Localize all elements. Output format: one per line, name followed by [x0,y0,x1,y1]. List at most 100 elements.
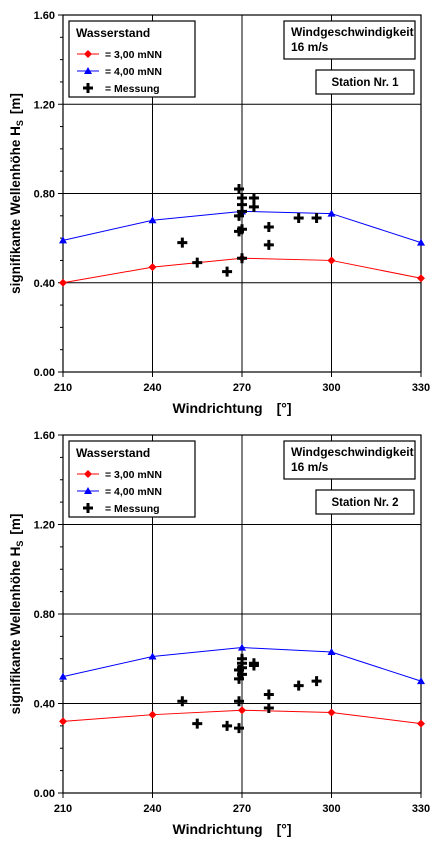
data-point [263,702,274,713]
data-point [327,209,336,217]
data-point [59,278,67,287]
x-tick-label: 300 [322,382,340,394]
wind-info-line: Windgeschwindigkeit [291,445,414,459]
data-point [222,266,233,277]
y-tick-label: 0.80 [34,189,55,201]
data-point [237,192,247,203]
data-point [222,720,233,731]
chart-panel-1: 210 240 270 300 330 0.00 0.40 0.80 1.20 1.60 Wasse… [8,10,430,416]
y-tick-label: 0.40 [34,699,55,711]
legend-box [68,440,196,518]
legend-marker [84,470,92,478]
y-axis-label: signifikante Wellenhöhe HS[m] [8,514,25,715]
wind-info-line: 16 m/s [291,460,329,474]
data-point [237,224,247,235]
legend-item: = 3,00 mNN [77,49,162,61]
station-box [315,489,415,515]
data-point [59,236,67,244]
data-point [293,213,304,224]
station-label: Station Nr. 1 [331,77,399,89]
data-point [192,718,203,729]
y-tick-label: 1.60 [34,430,55,442]
data-point [311,213,322,224]
data-point [263,239,274,250]
x-tick-label: 330 [412,382,430,394]
x-tick-label: 240 [143,803,161,815]
data-point [234,723,245,734]
data-point [177,696,188,707]
data-point [237,653,247,664]
data-point [417,677,425,685]
data-point [248,201,259,212]
wind-info-box [283,20,416,60]
data-point [327,256,336,265]
x-tick-label: 300 [322,803,340,815]
data-point [148,710,157,719]
data-point [417,274,425,283]
legend-item: = 4,00 mNN [77,486,162,498]
series-3 [177,184,322,277]
x-tick-label: 330 [412,803,430,815]
wind-info-line: Windgeschwindigkeit [291,25,414,39]
x-tick-label: 240 [143,382,161,394]
data-point [148,216,157,224]
x-tick-label: 210 [54,803,72,815]
series-3 [177,653,322,734]
data-point [238,643,246,651]
x-tick-label: 210 [54,382,72,394]
y-tick-label: 0.00 [34,367,55,379]
data-point [59,672,67,680]
legend-marker [84,67,92,74]
legend-item: = Messung [83,83,160,95]
data-point [148,652,157,660]
legend-item: = Messung [83,503,160,515]
legend: Wasserstand = 3,00 mNN = 4,00 mNN = Messung [68,440,196,518]
chart-panel-2: 210 240 270 300 330 0.00 0.40 0.80 1.20 1.60 Wasse… [8,430,430,837]
series-1 [59,706,425,728]
legend-label: = 3,00 mNN [105,49,162,61]
data-point [234,184,245,195]
x-tick-label: 270 [233,382,251,394]
station-box [315,69,415,95]
data-point [234,696,245,707]
legend-marker [83,503,93,513]
data-point [192,257,203,268]
data-point [263,221,274,232]
y-tick-label: 1.20 [34,99,55,111]
wind-info-box [283,440,416,480]
data-point [417,719,425,728]
station-label: Station Nr. 2 [331,497,398,509]
x-axis-label: Windrichtung [°] [172,821,291,837]
data-point [417,238,425,246]
data-point [327,708,336,717]
legend-item: = 3,00 mNN [77,469,162,481]
legend-item: = 4,00 mNN [77,66,162,78]
wind-info-line: 16 m/s [291,40,329,54]
data-point [327,648,336,656]
legend-label: = 4,00 mNN [105,486,162,498]
data-point [248,192,259,203]
data-point [263,689,274,700]
y-tick-label: 0.80 [34,609,55,621]
data-point [177,237,188,248]
data-point [238,706,246,715]
legend-marker [83,83,93,93]
legend: Wasserstand = 3,00 mNN = 4,00 mNN = Messung [68,20,196,98]
data-point [311,676,322,687]
y-axis-label: signifikante Wellenhöhe HS[m] [8,93,25,294]
series-2 [59,643,425,685]
legend-box [68,20,196,98]
x-tick-label: 270 [233,803,251,815]
data-point [59,717,67,726]
legend-label: = 3,00 mNN [105,469,162,481]
data-point [148,263,157,272]
legend-marker [84,487,92,494]
data-point [293,680,304,691]
y-tick-label: 1.60 [34,10,55,22]
y-tick-label: 0.00 [34,788,55,800]
legend-label: = Messung [105,503,160,515]
legend-label: = 4,00 mNN [105,66,162,78]
y-tick-label: 0.40 [34,278,55,290]
legend-label: = Messung [105,83,160,95]
